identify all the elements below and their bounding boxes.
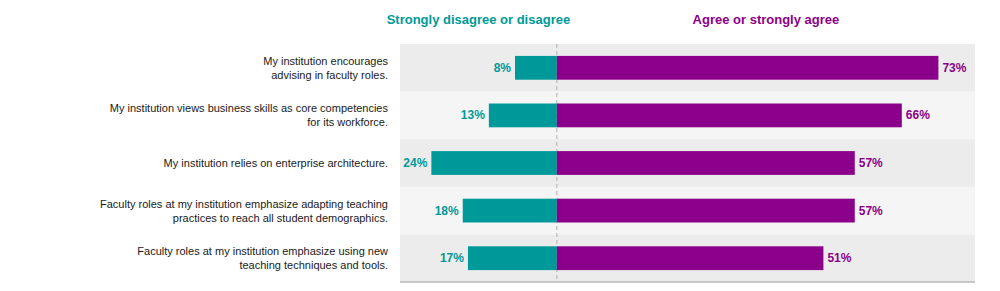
category-label-line: My institution relies on enterprise arch… <box>164 157 388 169</box>
category-label-line: for its workforce. <box>307 116 388 128</box>
row-band <box>400 234 975 282</box>
data-label: 17% <box>440 251 464 265</box>
bar <box>489 104 557 128</box>
row-band <box>400 92 975 140</box>
category-label-line: teaching techniques and tools. <box>239 259 388 271</box>
row-band <box>400 44 975 92</box>
legend: Strongly disagree or disagree Agree or st… <box>387 12 840 27</box>
row-band <box>400 187 975 235</box>
data-label: 57% <box>859 204 883 218</box>
bar <box>515 56 557 80</box>
legend-entry: Agree or strongly agree <box>693 12 840 27</box>
category-label: Faculty roles at my institution emphasiz… <box>137 245 388 271</box>
bar <box>557 199 855 223</box>
category-label: My institution views business skills as … <box>110 102 389 128</box>
category-label-line: Faculty roles at my institution emphasiz… <box>100 198 388 210</box>
chart: 8% 13% 24% 18% 17% 73% 66% 57% 57% 51% My institut… <box>0 0 1000 291</box>
legend-entry: Strongly disagree or disagree <box>387 12 571 27</box>
bar <box>557 56 939 80</box>
bar <box>557 104 902 128</box>
data-labels: 8% 13% 24% 18% 17% 73% 66% 57% 57% 51% <box>403 61 966 265</box>
data-label: 13% <box>461 108 485 122</box>
bars <box>431 56 938 270</box>
category-label: My institution relies on enterprise arch… <box>164 157 388 169</box>
data-label: 66% <box>906 108 930 122</box>
x-axis-line <box>400 282 975 283</box>
bar <box>468 246 557 270</box>
category-label-line: advising in faculty roles. <box>271 69 388 81</box>
category-label-line: My institution views business skills as … <box>110 102 389 114</box>
data-label: 57% <box>859 156 883 170</box>
category-labels: My institution encourages advising in fac… <box>100 55 388 271</box>
bar <box>557 151 855 175</box>
data-label: 18% <box>435 204 459 218</box>
category-label-line: Faculty roles at my institution emphasiz… <box>137 245 388 257</box>
category-label: Faculty roles at my institution emphasiz… <box>100 198 388 224</box>
row-band <box>400 139 975 187</box>
row-bands <box>400 44 975 282</box>
bar <box>463 199 557 223</box>
category-label-line: practices to reach all student demograph… <box>173 212 388 224</box>
data-label: 24% <box>403 156 427 170</box>
data-label: 8% <box>494 61 512 75</box>
data-label: 51% <box>827 251 851 265</box>
data-label: 73% <box>942 61 966 75</box>
bar <box>557 246 824 270</box>
category-label-line: My institution encourages <box>263 55 388 67</box>
bar <box>431 151 556 175</box>
category-label: My institution encourages advising in fac… <box>263 55 388 81</box>
